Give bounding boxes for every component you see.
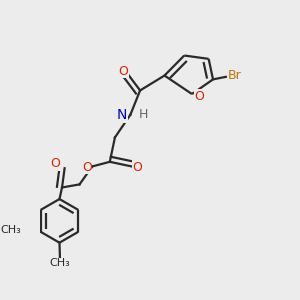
Text: O: O: [195, 90, 205, 103]
Text: O: O: [132, 161, 142, 174]
Text: O: O: [118, 65, 128, 78]
Text: CH₃: CH₃: [0, 226, 21, 236]
Text: CH₃: CH₃: [50, 258, 70, 268]
Text: Br: Br: [228, 69, 242, 82]
Text: O: O: [82, 161, 92, 174]
Text: O: O: [51, 157, 61, 170]
Text: N: N: [117, 108, 127, 122]
Text: H: H: [139, 108, 148, 121]
